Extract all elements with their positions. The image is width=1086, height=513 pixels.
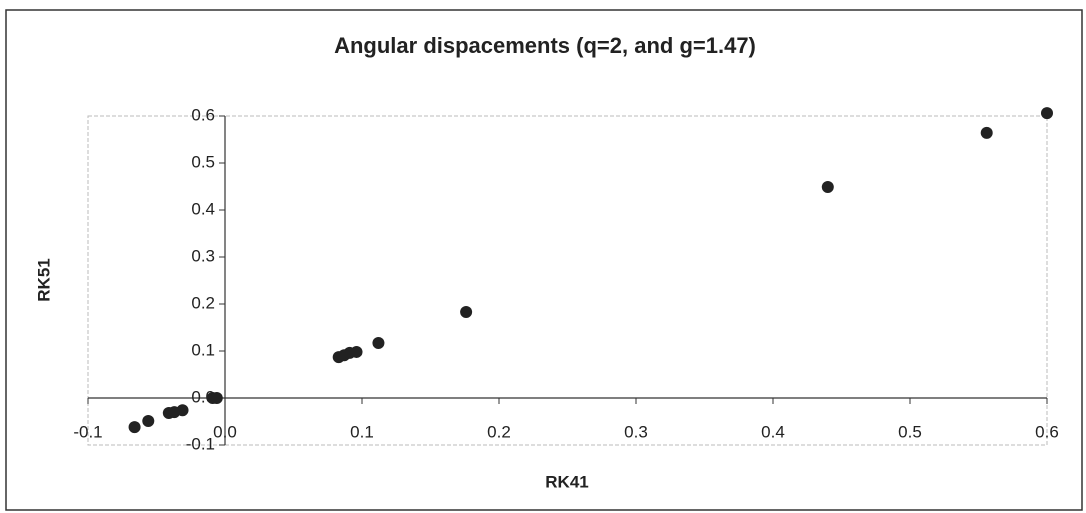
point	[142, 415, 155, 428]
point	[210, 392, 223, 404]
point	[980, 126, 993, 139]
point	[460, 305, 473, 318]
x-tick-label: 0.6	[1035, 422, 1059, 441]
point	[128, 421, 141, 434]
y-tick-label: 0.3	[191, 246, 215, 265]
point	[821, 180, 834, 193]
point	[176, 404, 189, 417]
y-tick-label: 0.4	[191, 199, 215, 218]
point	[350, 345, 363, 358]
x-tick-label: -0.1	[73, 422, 102, 441]
point	[1041, 107, 1053, 120]
y-tick-label: 0.5	[191, 152, 215, 171]
x-tick-label: 0.2	[487, 422, 511, 441]
x-tick-label: 0.3	[624, 422, 648, 441]
x-tick-label: 0.5	[898, 422, 922, 441]
y-tick-label: 0.1	[191, 340, 215, 359]
y-tick-label: 0.2	[191, 293, 215, 312]
x-tick-label: 0.1	[350, 422, 374, 441]
plot-area	[87, 115, 1048, 446]
y-tick-label: -0.1	[186, 434, 215, 453]
chart-frame	[5, 9, 1083, 511]
chart-title: Angular dispacements (q=2, and g=1.47)	[334, 33, 756, 58]
x-tick-label: 0.0	[213, 422, 237, 441]
point	[372, 337, 385, 350]
x-tick-label: 0.4	[761, 422, 785, 441]
y-axis-label: RK51	[34, 258, 53, 301]
x-axis-label: RK41	[545, 472, 588, 491]
y-tick-label: 0.6	[191, 105, 215, 124]
